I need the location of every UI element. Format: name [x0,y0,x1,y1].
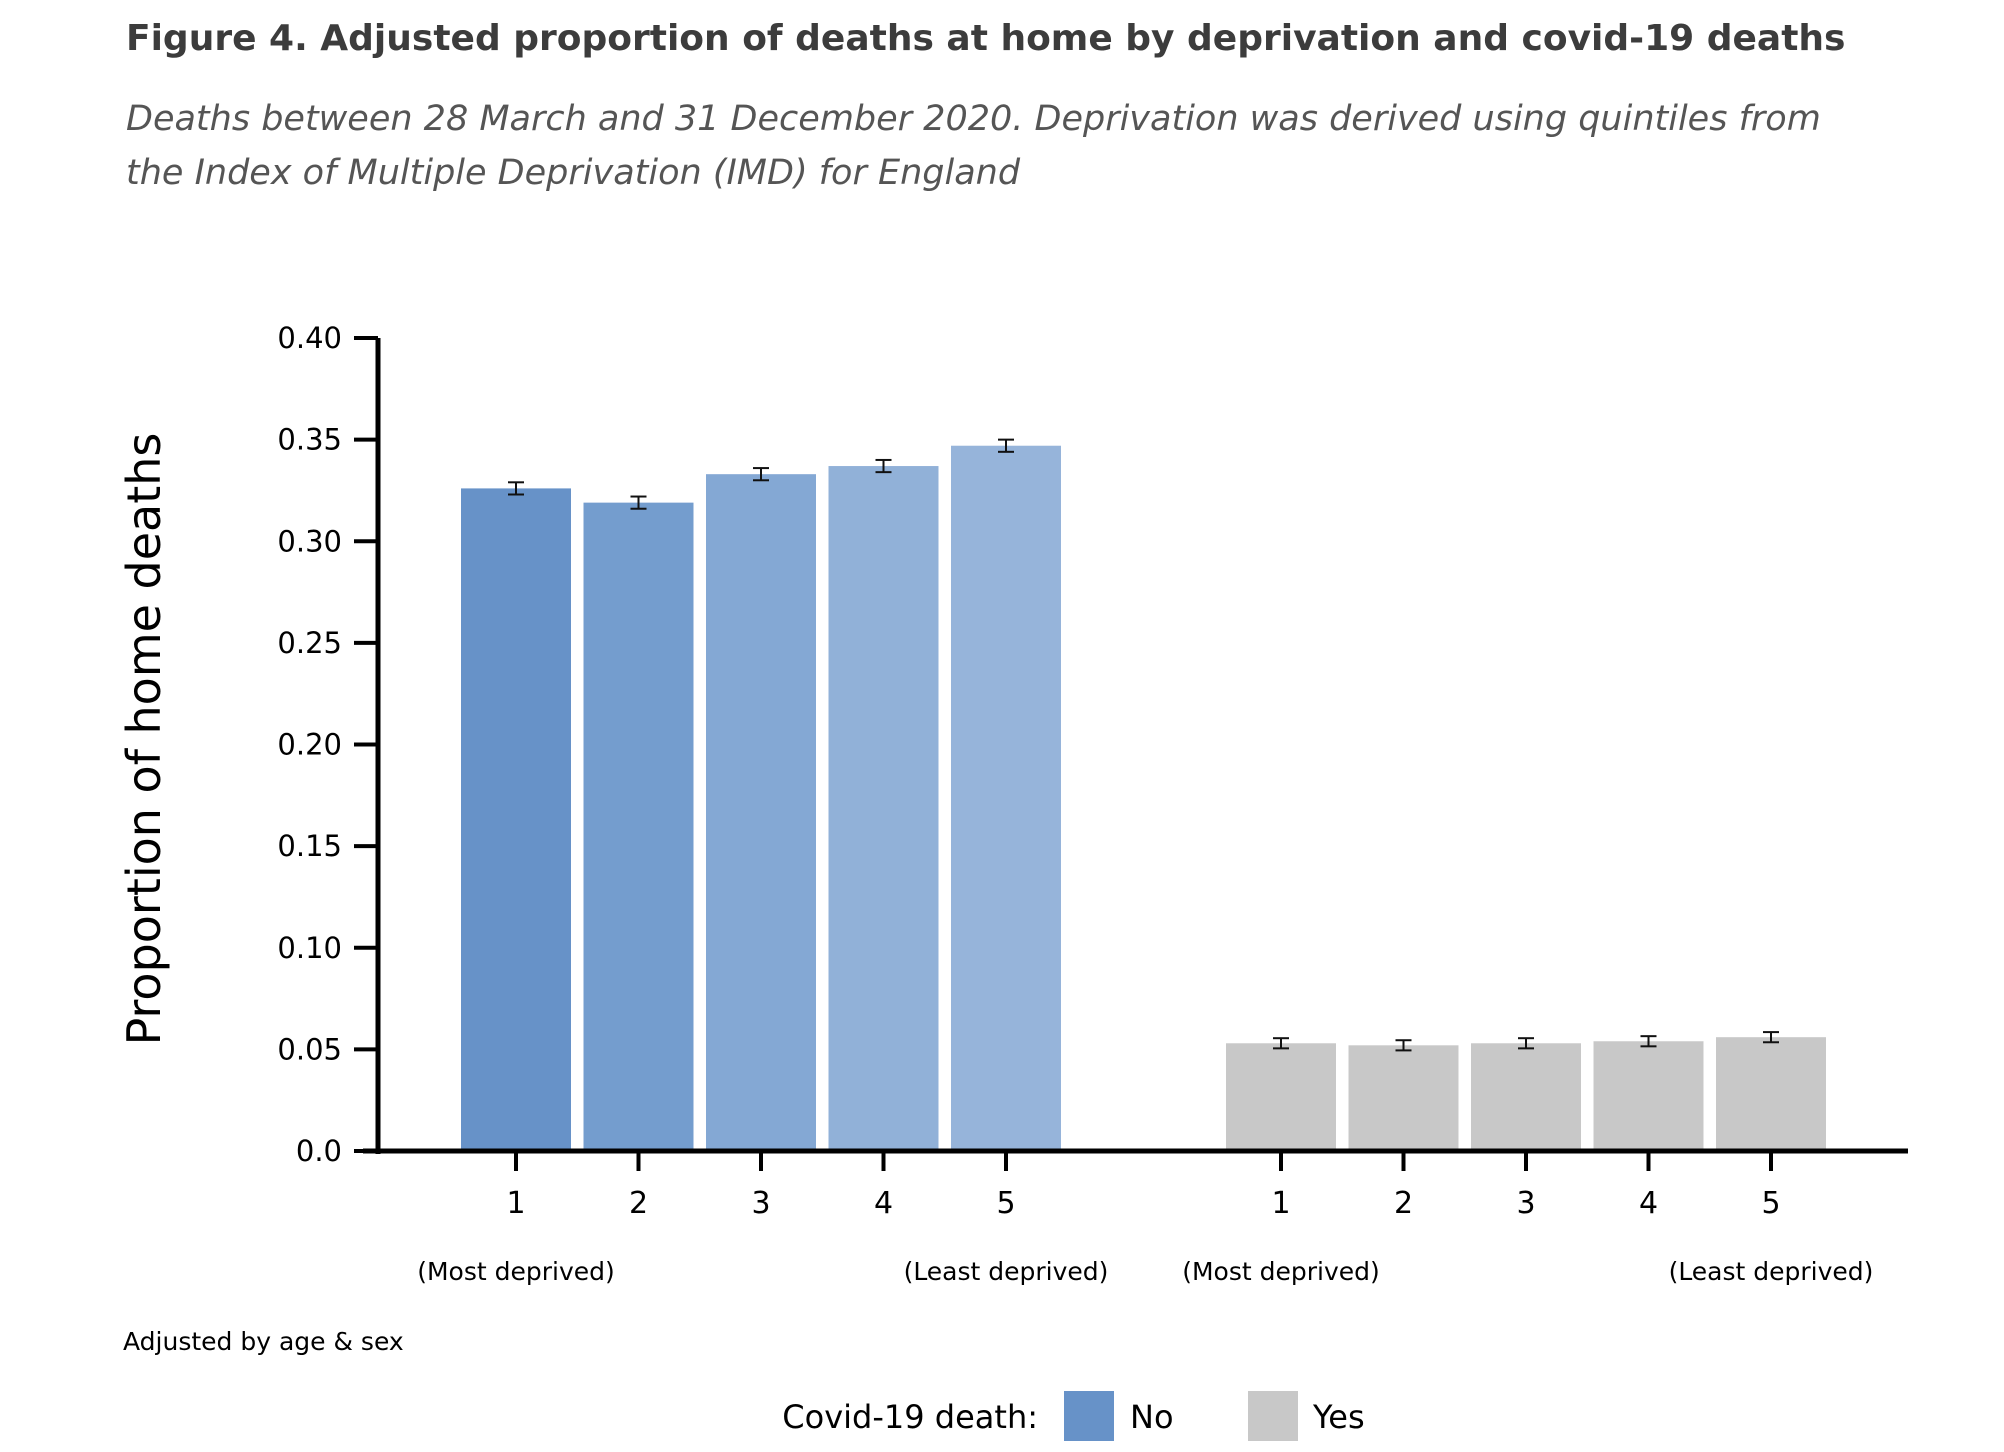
y-tick-label: 0.35 [277,423,342,457]
bar-yes-3 [1471,1043,1581,1151]
bar-no-3 [706,474,816,1151]
chart-title: Figure 4. Adjusted proportion of deaths … [126,18,1846,59]
legend-swatch-no [1064,1391,1114,1441]
bar-no-5 [951,445,1061,1151]
y-tick-label: 0.20 [277,728,342,762]
error-bar [1640,1035,1657,1048]
error-bar [753,467,769,482]
x-tick-label: 2 [629,1186,648,1221]
legend-label-yes: Yes [1312,1398,1365,1436]
bar-no-1 [461,488,571,1151]
x-tick-label: 3 [1516,1186,1535,1221]
legend-label-no: No [1130,1398,1174,1436]
y-tick-label: 0.10 [277,931,342,965]
error-bar [508,481,524,496]
error-bar [630,495,647,510]
x-tick-label: 4 [874,1186,893,1221]
x-tick-label: 1 [1271,1186,1290,1221]
bar-no-4 [828,466,939,1151]
chart-subtitle: Deaths between 28 March and 31 December … [126,99,1821,193]
legend-swatch-yes [1248,1391,1298,1441]
bar-yes-5 [1716,1037,1826,1151]
least-deprived-label: (Least deprived) [904,1257,1109,1286]
y-tick-label: 0.40 [277,321,342,355]
bar-yes-4 [1593,1041,1704,1151]
error-bar [1763,1031,1779,1044]
y-tick-label: 0.0 [296,1134,342,1168]
bar-no-2 [583,502,694,1151]
error-bar [1273,1037,1289,1050]
error-bar [875,458,892,474]
most-deprived-label: (Most deprived) [417,1257,615,1286]
x-tick-label: 5 [996,1186,1015,1221]
y-tick-label: 0.25 [277,626,342,660]
error-bar [1518,1037,1534,1050]
least-deprived-label: (Least deprived) [1669,1257,1874,1286]
y-tick-label: 0.15 [277,829,342,863]
y-tick-label: 0.05 [277,1032,342,1066]
error-bar [998,438,1014,453]
y-tick-label: 0.30 [277,524,342,558]
chart-note: Adjusted by age & sex [123,1327,404,1356]
bar-yes-2 [1348,1045,1459,1151]
legend-title: Covid-19 death: [782,1398,1038,1436]
x-tick-label: 2 [1394,1186,1413,1221]
error-bar [1395,1039,1412,1052]
y-axis-label: Proportion of home deaths [117,433,171,1046]
x-tick-label: 1 [506,1186,525,1221]
x-tick-label: 3 [751,1186,770,1221]
x-tick-label: 4 [1639,1186,1658,1221]
most-deprived-label: (Most deprived) [1182,1257,1380,1286]
bar-yes-1 [1226,1043,1336,1151]
x-tick-label: 5 [1761,1186,1780,1221]
